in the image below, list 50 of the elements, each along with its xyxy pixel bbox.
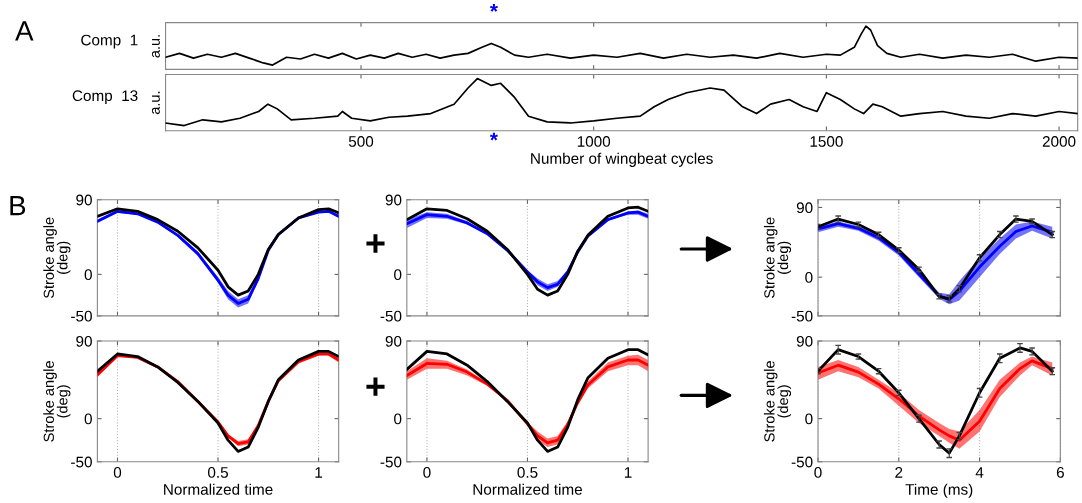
y-tick-label: -50 <box>380 456 402 468</box>
x-axis-title: Number of wingbeat cycles <box>531 152 713 167</box>
x-axis-title: Normalized time <box>164 483 273 495</box>
y-tick-label: -50 <box>791 456 813 468</box>
text: Comp 13 <box>72 90 138 105</box>
y-tick-label: 0 <box>805 413 813 425</box>
y-axis-title: Stroke angle (deg) <box>763 217 792 299</box>
y-tick-label: 0 <box>394 269 402 281</box>
y-tick-label: 90 <box>76 194 92 206</box>
y-tick-label: 0 <box>805 272 813 283</box>
y-axis-title: a.u. <box>151 91 160 115</box>
y-axis-title: Stroke angle (deg) <box>43 361 71 442</box>
text: + <box>366 234 385 253</box>
y-tick-label: -50 <box>791 310 813 322</box>
text: + <box>366 377 385 396</box>
x-tick-label: 1500 <box>810 136 843 147</box>
y-axis-title: Stroke angle (deg) <box>763 361 792 442</box>
y-tick-label: 0 <box>84 413 92 425</box>
x-tick-label: 0 <box>423 467 431 478</box>
x-axis-title: Time (ms) <box>905 483 973 498</box>
text: Comp 1 <box>81 34 138 49</box>
y-tick-label: 0 <box>394 413 402 425</box>
y-tick-label: -50 <box>380 310 402 322</box>
y-axis-title: Stroke angle (deg) <box>43 217 71 299</box>
y-tick-label: 90 <box>796 335 813 347</box>
y-tick-label: 90 <box>385 194 402 206</box>
x-tick-label: 0 <box>814 467 822 478</box>
x-tick-label: 1000 <box>577 136 611 147</box>
x-tick-label: 500 <box>348 136 374 147</box>
x-tick-label: 1 <box>624 467 632 478</box>
x-tick-label: 0.5 <box>517 467 538 478</box>
x-tick-label: 6 <box>1056 467 1064 478</box>
y-axis-title: a.u. <box>151 35 160 58</box>
x-tick-label: 4 <box>975 467 984 478</box>
y-tick-label: 90 <box>385 335 402 347</box>
x-tick-label: 2 <box>895 467 903 478</box>
x-tick-label: 0.5 <box>208 467 228 478</box>
y-tick-label: -50 <box>71 456 92 468</box>
text: A <box>15 21 34 41</box>
text: * <box>489 132 498 141</box>
y-tick-label: 90 <box>76 335 92 347</box>
text: B <box>10 196 26 216</box>
y-tick-label: 90 <box>796 202 813 214</box>
x-tick-label: 0 <box>113 467 122 478</box>
y-tick-label: 0 <box>84 269 92 281</box>
y-tick-label: -50 <box>71 310 92 322</box>
text: * <box>489 3 498 12</box>
x-tick-label: 1 <box>315 467 323 478</box>
x-tick-label: 2000 <box>1042 136 1076 147</box>
x-axis-title: Normalized time <box>473 483 582 495</box>
